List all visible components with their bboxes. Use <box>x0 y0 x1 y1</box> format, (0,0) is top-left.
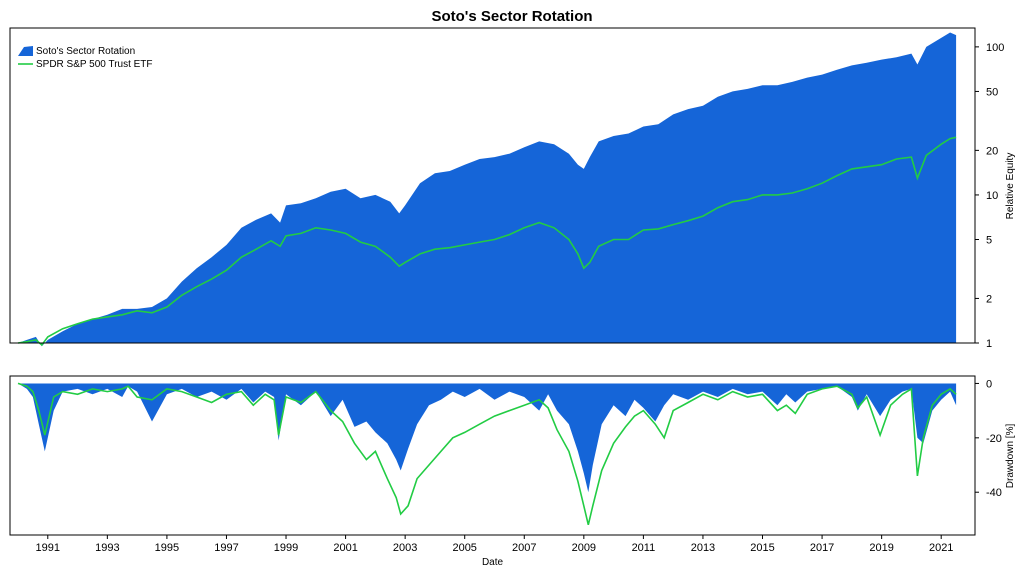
x-tick-label: 2013 <box>691 542 715 554</box>
x-tick-label: 2015 <box>750 542 774 554</box>
equity-y-tick-label: 1 <box>986 338 992 350</box>
x-tick-label: 2021 <box>929 542 953 554</box>
x-tick-label: 2007 <box>512 542 536 554</box>
equity-line-spdr-sp500 <box>17 136 957 347</box>
drawdown-y-tick-label: -20 <box>986 433 1002 445</box>
equity-y-tick-label: 5 <box>986 235 992 247</box>
drawdown-y-tick-label: -40 <box>986 487 1002 499</box>
x-tick-label: 1991 <box>36 542 60 554</box>
legend-swatch-sotos-sector-rotation <box>18 46 33 56</box>
x-tick-label: 1997 <box>214 542 238 554</box>
drawdown-y-axis-label: Drawdown [%] <box>1005 424 1016 489</box>
x-tick-label: 2003 <box>393 542 417 554</box>
equity-area-layer <box>18 32 957 347</box>
equity-y-tick-label: 50 <box>986 86 998 98</box>
x-axis-label: Date <box>482 557 504 568</box>
legend-label-sotos-sector-rotation: Soto's Sector Rotation <box>36 46 135 57</box>
equity-y-tick-label: 10 <box>986 190 998 202</box>
equity-y-tick-label: 20 <box>986 145 998 157</box>
drawdown-plot-frame <box>9 375 976 536</box>
drawdown-y-tick-label: 0 <box>986 378 992 390</box>
chart-title: Soto's Sector Rotation <box>431 8 593 25</box>
x-tick-label: 2017 <box>810 542 834 554</box>
equity-area-sotos-sector-rotation <box>18 32 957 347</box>
equity-plot-frame <box>9 27 976 344</box>
equity-y-tick-label: 100 <box>986 42 1004 54</box>
x-tick-label: 1995 <box>155 542 179 554</box>
legend: Soto's Sector Rotation SPDR S&P 500 Trust… <box>18 46 153 70</box>
drawdown-area-sotos-sector-rotation <box>18 383 957 493</box>
x-tick-label: 2001 <box>333 542 357 554</box>
drawdown-line-layer <box>17 382 957 525</box>
legend-label-spdr-sp500: SPDR S&P 500 Trust ETF <box>36 59 153 70</box>
x-tick-label: 2019 <box>869 542 893 554</box>
x-tick-label: 1999 <box>274 542 298 554</box>
x-tick-label: 1993 <box>95 542 119 554</box>
drawdown-area-layer <box>18 383 957 493</box>
axes-layer: 1 2 5 10 20 50 100 0 -20 -40 1991 1993 1995 1997 1999 2… <box>9 27 1016 568</box>
x-tick-label: 2011 <box>632 542 656 554</box>
equity-line-layer <box>17 136 957 347</box>
equity-y-tick-label: 2 <box>986 293 992 305</box>
drawdown-line-spdr-sp500 <box>17 382 957 525</box>
x-tick-label: 2005 <box>452 542 476 554</box>
x-tick-label: 2009 <box>572 542 596 554</box>
equity-y-axis-label: Relative Equity <box>1005 153 1016 220</box>
